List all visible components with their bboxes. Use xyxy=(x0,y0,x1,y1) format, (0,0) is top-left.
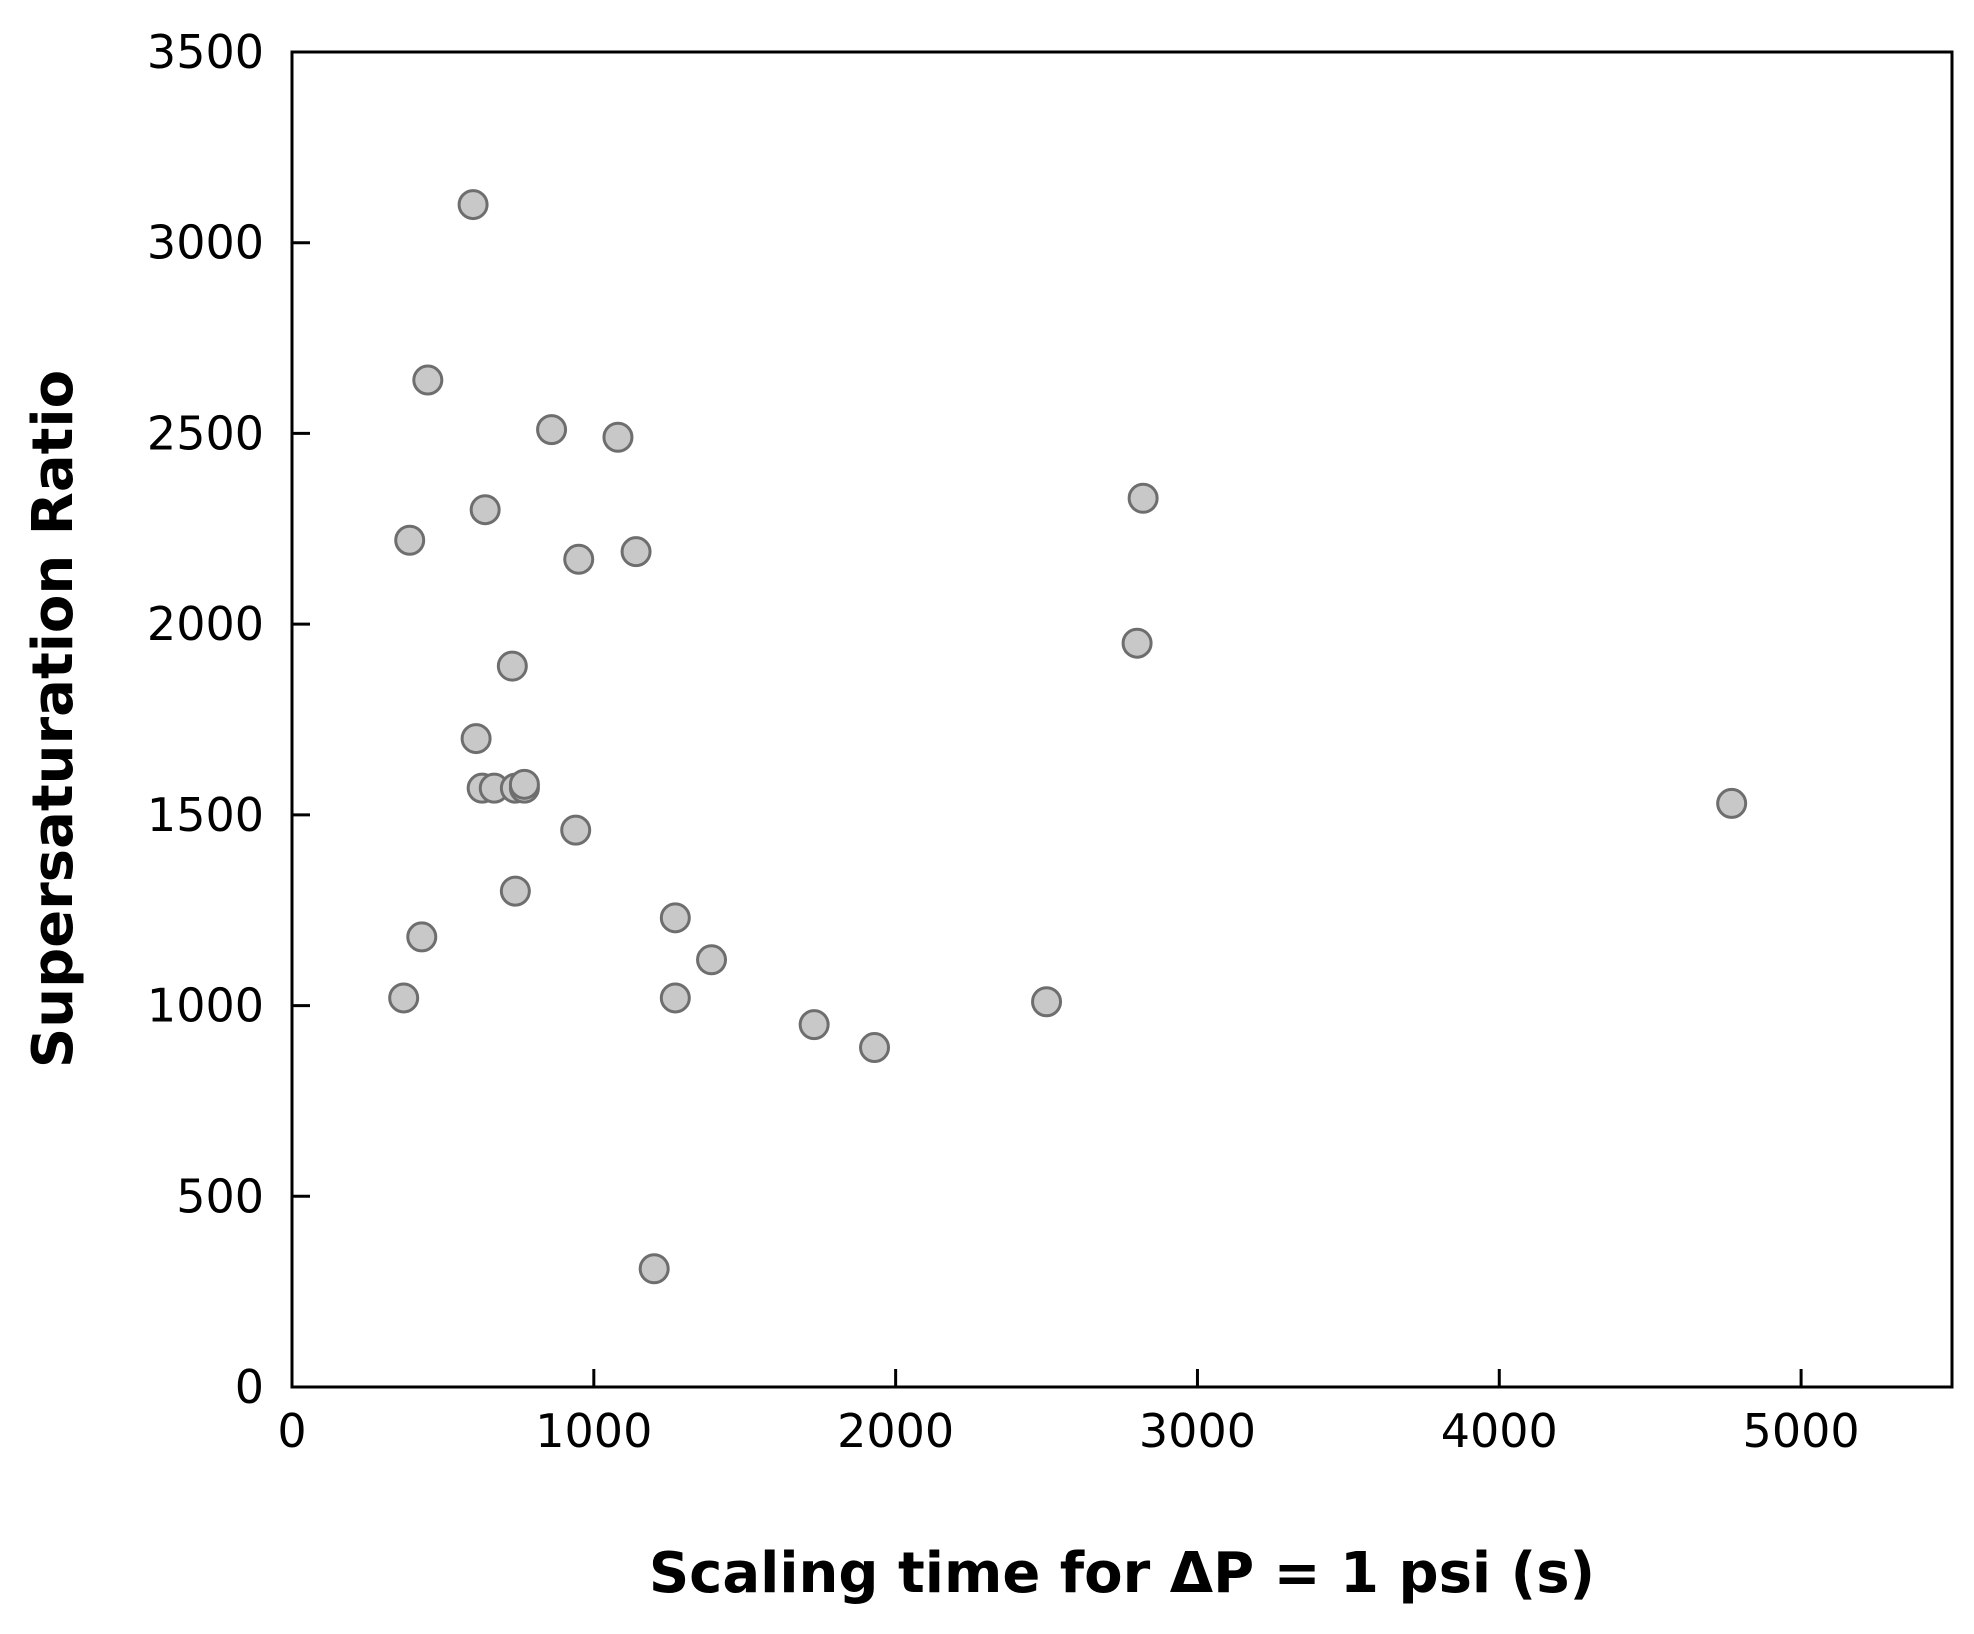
y-axis-title: Supersaturation Ratio xyxy=(21,370,86,1068)
data-point xyxy=(536,414,568,446)
data-point xyxy=(1121,627,1153,659)
x-tick-label: 4000 xyxy=(1441,1404,1558,1458)
data-points xyxy=(388,189,1748,1285)
y-tick-label: 3000 xyxy=(147,216,264,270)
plot-area-frame xyxy=(290,50,1954,1389)
data-point xyxy=(659,902,691,934)
data-point xyxy=(602,421,634,453)
data-point xyxy=(496,650,528,682)
data-point xyxy=(638,1253,670,1285)
x-axis-title: Scaling time for ΔP = 1 psi (s) xyxy=(649,1541,1595,1606)
data-point xyxy=(1031,986,1063,1018)
data-point xyxy=(560,814,592,846)
data-point xyxy=(499,875,531,907)
y-tick-label: 1000 xyxy=(147,979,264,1033)
y-tick-label: 2000 xyxy=(147,597,264,651)
data-point xyxy=(696,944,728,976)
data-point xyxy=(394,524,426,556)
data-point xyxy=(798,1009,830,1041)
y-tick-label: 3500 xyxy=(147,25,264,79)
data-point xyxy=(1716,787,1748,819)
data-point xyxy=(406,921,438,953)
x-tick-label: 0 xyxy=(277,1404,306,1458)
x-tick-label: 1000 xyxy=(535,1404,652,1458)
data-point xyxy=(388,982,420,1014)
y-tick-label: 2500 xyxy=(147,406,264,460)
y-tick-label: 0 xyxy=(235,1360,264,1414)
data-point xyxy=(1127,482,1159,514)
data-point xyxy=(620,536,652,568)
data-point xyxy=(460,723,492,755)
data-point xyxy=(563,543,595,575)
data-point xyxy=(457,189,489,221)
y-tick-label: 1500 xyxy=(147,788,264,842)
data-point xyxy=(859,1032,891,1064)
y-tick-label: 500 xyxy=(176,1169,264,1223)
y-axis-ticks: 0 500 1000 1500 2000 2500 3000 3500 xyxy=(147,25,310,1414)
data-point xyxy=(659,982,691,1014)
x-tick-label: 5000 xyxy=(1743,1404,1860,1458)
data-point xyxy=(469,494,501,526)
x-tick-label: 2000 xyxy=(837,1404,954,1458)
x-axis-ticks: 0 1000 2000 3000 4000 5000 xyxy=(277,1369,1860,1458)
data-point xyxy=(412,364,444,396)
data-point xyxy=(508,768,540,800)
x-tick-label: 3000 xyxy=(1139,1404,1256,1458)
